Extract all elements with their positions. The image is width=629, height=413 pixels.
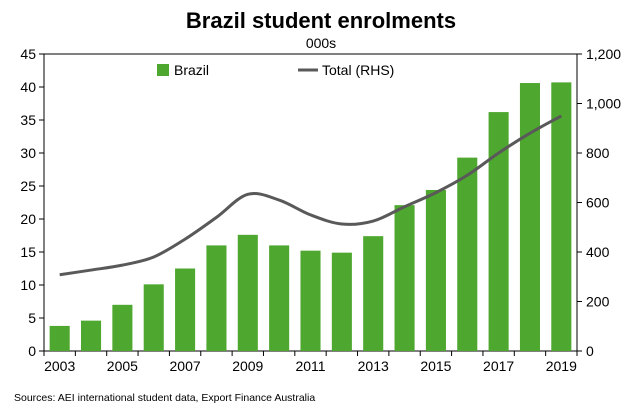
bar-2017	[488, 112, 509, 351]
bar-2010	[269, 245, 290, 351]
x-tick-label-2005: 2005	[107, 358, 138, 374]
left-tick-label-25: 25	[20, 178, 36, 194]
left-tick-label-0: 0	[28, 343, 36, 359]
legend-label-total: Total (RHS)	[322, 62, 394, 78]
left-axis: 0 5 10 15 20 25 30 35 40 45	[20, 46, 44, 359]
legend-swatch-brazil	[157, 64, 169, 76]
line-total	[59, 114, 563, 277]
right-tick-label-1,000: 1,000	[586, 96, 621, 112]
bar-2006	[143, 284, 164, 351]
right-tick-label-800: 800	[586, 145, 610, 161]
bar-2018	[519, 83, 541, 351]
right-tick-label-400: 400	[586, 244, 610, 260]
right-axis: 0 200 400 600 800 1,000 1,200	[577, 46, 621, 359]
bar-2019	[551, 82, 572, 351]
chart-subtitle: 000s	[306, 35, 336, 51]
left-tick-label-10: 10	[20, 277, 36, 293]
bar-2003	[49, 325, 70, 351]
source-note: Sources: AEI international student data,…	[14, 392, 315, 404]
left-tick-label-35: 35	[20, 112, 36, 128]
right-tick-label-200: 200	[586, 294, 610, 310]
x-axis: 2003 2005 2007 2009 2011 2013 2015 2017 2019	[43, 351, 578, 374]
right-tick-label-0: 0	[586, 343, 594, 359]
bar-2005	[112, 304, 133, 351]
bar-2015	[425, 189, 446, 351]
x-tick-label-2019: 2019	[546, 358, 577, 374]
chart-title: Brazil student enrolments	[186, 8, 456, 33]
bar-2008	[206, 245, 227, 351]
x-tick-label-2011: 2011	[295, 358, 325, 374]
bar-2011	[300, 250, 321, 351]
bar-2012	[331, 252, 352, 351]
left-tick-label-5: 5	[28, 310, 36, 326]
x-tick-label-2003: 2003	[44, 358, 75, 374]
x-tick-label-2009: 2009	[232, 358, 263, 374]
left-tick-label-45: 45	[20, 46, 36, 62]
left-tick-label-40: 40	[20, 79, 36, 95]
left-tick-label-15: 15	[20, 244, 36, 260]
x-tick-label-2013: 2013	[358, 358, 389, 374]
bars-layer	[49, 82, 572, 351]
legend: Brazil Total (RHS)	[157, 62, 394, 78]
x-tick-label-2017: 2017	[483, 358, 514, 374]
right-tick-label-600: 600	[586, 195, 610, 211]
bar-2013	[363, 236, 384, 351]
line-layer	[59, 114, 563, 277]
bar-2004	[81, 320, 102, 351]
legend-label-brazil: Brazil	[174, 62, 209, 78]
x-tick-label-2015: 2015	[420, 358, 451, 374]
left-tick-label-30: 30	[20, 145, 36, 161]
bar-2016	[457, 157, 478, 351]
bar-2007	[175, 268, 196, 351]
bar-2009	[237, 234, 258, 351]
left-tick-label-20: 20	[20, 211, 36, 227]
bar-2014	[394, 205, 415, 351]
right-tick-label-1,200: 1,200	[586, 46, 621, 62]
x-tick-label-2007: 2007	[170, 358, 201, 374]
